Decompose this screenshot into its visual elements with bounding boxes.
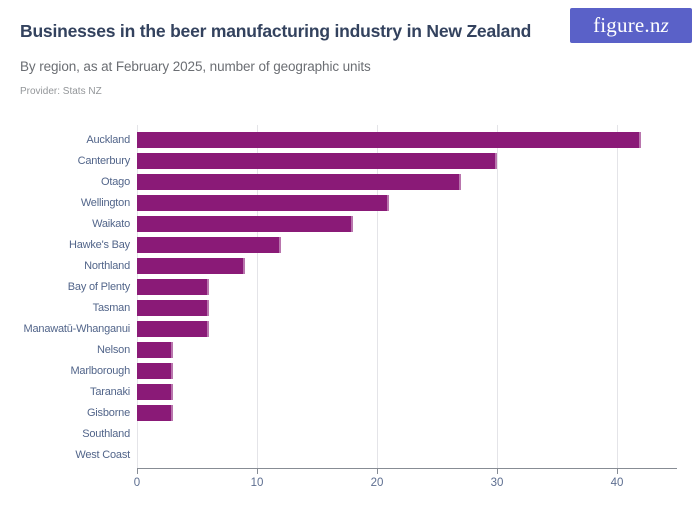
x-axis-tick-label: 0 [133, 477, 141, 489]
chart-row: Auckland [20, 129, 677, 150]
bar [137, 362, 173, 379]
chart-row: Nelson [20, 339, 677, 360]
category-label: Hawke's Bay [68, 238, 130, 251]
bar-track [137, 257, 677, 274]
gridline-30 [497, 125, 498, 468]
bar-track [137, 194, 677, 211]
bar [137, 257, 245, 274]
bar [137, 173, 461, 190]
category-label: Marlborough [70, 364, 130, 377]
chart-row: Southland [20, 423, 677, 444]
logo-text-main: figure.n [593, 13, 661, 37]
category-label: Otago [101, 175, 130, 188]
bar [137, 341, 173, 358]
x-axis-tick-label: 20 [370, 477, 384, 489]
bar [137, 404, 173, 421]
bar-track [137, 341, 677, 358]
gridline-10 [257, 125, 258, 468]
bar-track [137, 383, 677, 400]
category-label: Auckland [86, 133, 130, 146]
gridline-overlay [137, 125, 677, 468]
category-label: Nelson [96, 343, 130, 356]
bar-chart: Auckland Canterbury Otago Wellington Waikato… [20, 125, 677, 468]
bar [137, 131, 641, 148]
chart-row: Wellington [20, 192, 677, 213]
x-axis-tick-label: 10 [250, 477, 264, 489]
bar [137, 236, 281, 253]
bar-track [137, 447, 677, 463]
bar-track [137, 362, 677, 379]
category-label: Gisborne [86, 406, 130, 419]
bar [137, 215, 353, 232]
chart-row: Marlborough [20, 360, 677, 381]
bar-track [137, 152, 677, 169]
bar-track [137, 404, 677, 421]
gridline-40 [617, 125, 618, 468]
chart-row: Hawke's Bay [20, 234, 677, 255]
x-axis-tick [137, 468, 138, 474]
bar [137, 194, 389, 211]
gridline-0 [137, 125, 138, 468]
x-axis-tick-label: 30 [490, 477, 504, 489]
category-label: Northland [84, 259, 130, 272]
x-axis-tick [377, 468, 378, 474]
page-subtitle: By region, as at February 2025, number o… [20, 59, 371, 74]
chart-row: Waikato [20, 213, 677, 234]
x-axis-line [137, 468, 677, 469]
bar-track [137, 299, 677, 316]
category-label: West Coast [75, 448, 130, 461]
category-label: Southland [82, 427, 130, 440]
bar-track [137, 320, 677, 337]
chart-row: Bay of Plenty [20, 276, 677, 297]
chart-row: West Coast [20, 444, 677, 465]
chart-row: Manawatū-Whanganui [20, 318, 677, 339]
page-title: Businesses in the beer manufacturing ind… [20, 21, 532, 41]
x-axis-tick [497, 468, 498, 474]
category-label: Taranaki [90, 385, 130, 398]
bar-track [137, 173, 677, 190]
category-label: Tasman [92, 301, 131, 314]
bar [137, 152, 497, 169]
category-label: Wellington [80, 196, 130, 209]
bar-track [137, 426, 677, 442]
chart-rows: Auckland Canterbury Otago Wellington Waikato… [20, 125, 677, 465]
x-axis-tick [257, 468, 258, 474]
provider-credit: Provider: Stats NZ [20, 86, 102, 97]
bar [137, 278, 209, 295]
bar-track [137, 131, 677, 148]
bar [137, 299, 209, 316]
x-axis-tick-label: 40 [610, 477, 624, 489]
figure-nz-logo[interactable]: figure.nz [570, 8, 692, 43]
figure-nz-logo-text: figure.nz [593, 13, 669, 38]
category-label: Waikato [92, 217, 130, 230]
category-label: Manawatū-Whanganui [23, 322, 131, 335]
bar [137, 383, 173, 400]
chart-row: Otago [20, 171, 677, 192]
x-axis-tick [617, 468, 618, 474]
bar-track [137, 215, 677, 232]
chart-row: Tasman [20, 297, 677, 318]
category-label: Canterbury [77, 154, 131, 167]
chart-row: Gisborne [20, 402, 677, 423]
logo-text-accent: z [660, 13, 669, 37]
bar-track [137, 278, 677, 295]
bar [137, 320, 209, 337]
chart-row: Canterbury [20, 150, 677, 171]
x-axis: 0 10 20 30 40 [133, 468, 677, 498]
category-label: Bay of Plenty [67, 280, 130, 293]
chart-row: Taranaki [20, 381, 677, 402]
chart-row: Northland [20, 255, 677, 276]
bar-track [137, 236, 677, 253]
gridline-20 [377, 125, 378, 468]
